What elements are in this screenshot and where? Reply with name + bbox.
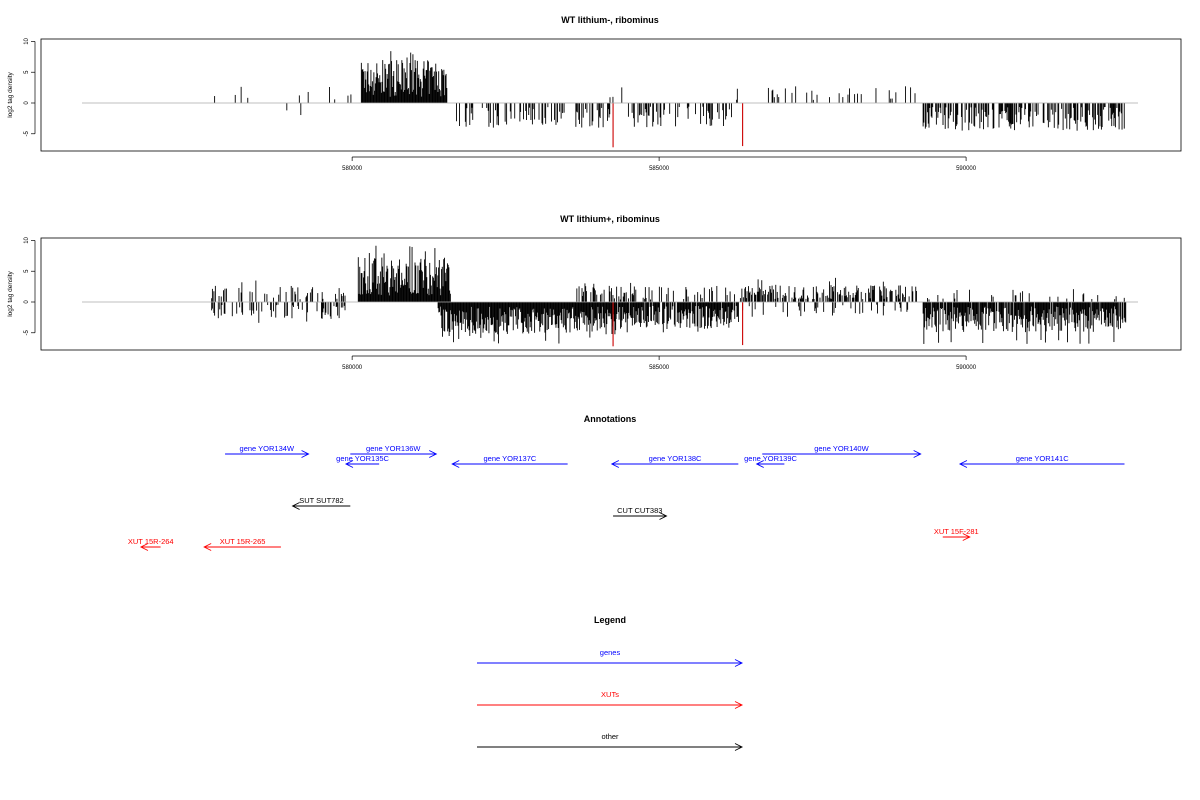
feature-label: SUT SUT782 [299,496,343,505]
annotations-title: Annotations [584,414,637,424]
x-tick-label: 590000 [956,365,977,371]
x-tick-label: 585000 [649,166,670,172]
feature-arrowhead [291,502,300,510]
feature-label: gene YOR137C [484,454,537,463]
x-tick-label: 590000 [956,166,977,172]
feature-arrowhead [301,450,310,458]
feature-arrowhead [344,460,354,468]
y-axis: -5 0 5 10 [24,37,36,136]
legend-items: genes XUTs other [477,648,744,751]
x-axis: 580000 585000 590000 [342,156,977,172]
y-tick-label: 5 [24,70,30,74]
feature-label: gene YOR141C [1016,454,1069,463]
feature-arrowhead [958,460,968,468]
bar-series [214,51,1125,131]
annotation-feature: XUT 15R-264 [128,537,174,551]
annotation-feature: XUT 15R-265 [203,537,281,551]
x-tick-label: 585000 [649,365,670,371]
legend-label: XUTs [601,690,619,699]
legend-item: genes [477,648,744,667]
feature-label: XUT 15R-265 [220,537,266,546]
feature-label: XUT 15R-264 [128,537,174,546]
y-tick-label: 0 [24,300,30,304]
feature-arrowhead [962,533,971,541]
feature-arrowhead [203,543,212,551]
feature-label: XUT 15F-281 [934,527,979,536]
x-tick-label: 580000 [342,166,363,172]
feature-arrowhead [139,543,149,551]
annotation-feature: gene YOR135C [336,454,390,468]
y-tick-label: 0 [24,101,30,105]
y-axis-label: log2 tag density [7,71,14,117]
legend: Legend genes XUTs other [477,615,744,751]
panel-title: WT lithium-, ribominus [561,15,659,25]
y-tick-label: 10 [24,37,30,44]
feature-label: gene YOR140W [814,444,869,453]
annotation-feature: gene YOR139C [744,454,798,468]
feature-arrowhead [429,450,438,458]
legend-label: genes [600,648,621,657]
feature-label: gene YOR136W [366,444,421,453]
panel-lithium-plus: WT lithium+, ribominus -5 0 5 10 580000 5850… [7,214,1182,371]
legend-title: Legend [594,615,626,625]
y-tick-label: 5 [24,269,30,273]
plot-frame [40,38,1182,152]
annotation-feature: gene YOR134W [225,444,310,458]
annotation-feature: CUT CUT383 [613,506,668,520]
legend-item: XUTs [477,690,744,709]
annotation-feature: gene YOR136W [350,444,438,458]
y-tick-label: -5 [24,329,30,335]
annotation-feature: gene YOR137C [451,454,568,468]
annotation-feature: XUT 15F-281 [934,527,979,541]
bar-series [211,245,1127,344]
highlight-bars [612,103,744,148]
y-tick-label: 10 [24,236,30,243]
feature-arrowhead [451,460,460,468]
feature-arrowhead [659,512,668,520]
y-tick-label: -5 [24,130,30,136]
feature-label: CUT CUT383 [617,506,662,515]
panel-lithium-minus: WT lithium-, ribominus -5 0 5 10 580000 5850… [7,15,1182,172]
feature-label: gene YOR139C [744,454,797,463]
feature-label: gene YOR134W [240,444,295,453]
panel-title: WT lithium+, ribominus [560,214,660,224]
legend-arrowhead [734,659,744,667]
feature-label: gene YOR138C [649,454,702,463]
annotation-feature: gene YOR138C [610,454,739,468]
annotation-feature: SUT SUT782 [291,496,351,510]
feature-label: gene YOR135C [336,454,389,463]
plot-frame [40,237,1182,351]
x-tick-label: 580000 [342,365,363,371]
legend-label: other [601,732,619,741]
annotation-feature: gene YOR141C [958,454,1125,468]
feature-arrowhead [610,460,620,468]
legend-arrowhead [734,743,744,751]
annotation-feature: gene YOR140W [762,444,922,458]
legend-item: other [477,732,744,751]
y-axis-label: log2 tag density [7,270,14,316]
legend-arrowhead [734,701,744,709]
feature-arrowhead [755,460,764,468]
highlight-bars [612,302,744,347]
feature-arrowhead [913,450,922,458]
y-axis: -5 0 5 10 [24,236,36,335]
x-axis: 580000 585000 590000 [342,355,977,371]
